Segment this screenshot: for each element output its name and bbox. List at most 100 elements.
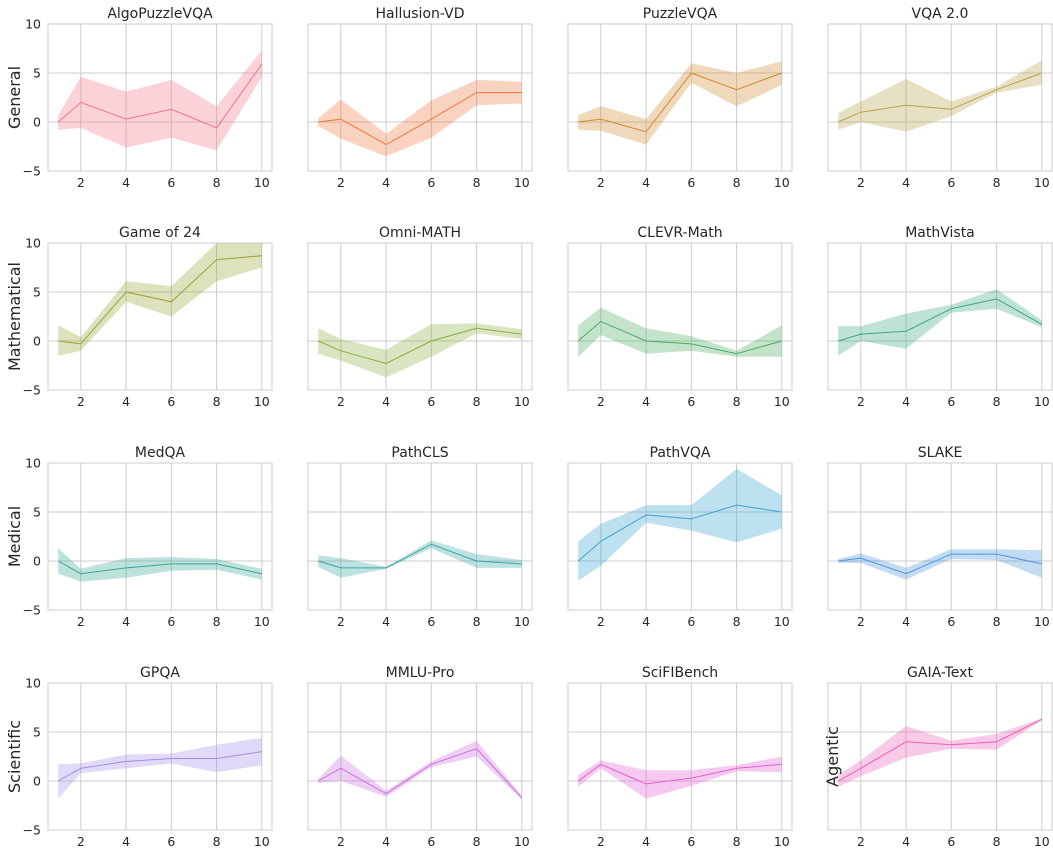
panel-gpqa: GPQA 2 4 6 8 10 −5 0 5 10 Scientific xyxy=(5,665,273,849)
axes-frame xyxy=(827,23,1053,172)
x-tick-label: 10 xyxy=(514,834,530,849)
panel-gaia-text: GAIA-Text 2 4 6 8 10 Agentic xyxy=(823,665,1053,849)
x-tick-label: 4 xyxy=(382,614,390,629)
panel-title: SLAKE xyxy=(918,445,963,461)
series-line xyxy=(838,298,1043,342)
x-tick-label: 4 xyxy=(642,175,650,190)
x-tick-label: 4 xyxy=(902,614,910,629)
series-line xyxy=(577,320,782,355)
axes-frame xyxy=(827,462,1053,611)
x-tick-label: 8 xyxy=(213,394,221,409)
y-tick-label: 10 xyxy=(25,676,41,691)
confidence-band xyxy=(838,60,1042,132)
confidence-band xyxy=(838,289,1042,356)
confidence-band xyxy=(578,468,782,581)
y-tick-label: 5 xyxy=(33,66,41,81)
x-tick-label: 4 xyxy=(642,834,650,849)
y-tick-label: 5 xyxy=(33,285,41,300)
y-tick-label: 0 xyxy=(33,334,41,349)
axes-frame xyxy=(47,23,273,172)
panel-vqa-2-0: VQA 2.0 2 4 6 8 10 xyxy=(827,6,1053,190)
x-tick-label: 6 xyxy=(687,175,695,190)
x-tick-label: 8 xyxy=(473,834,481,849)
series-line xyxy=(838,72,1042,123)
confidence-band xyxy=(318,323,522,378)
row-label: Agentic xyxy=(823,726,842,787)
panel-pathvqa: PathVQA 2 4 6 8 10 xyxy=(567,445,793,629)
y-tick-label: 0 xyxy=(33,774,41,789)
series-line xyxy=(58,255,262,345)
x-tick-label: 8 xyxy=(993,614,1001,629)
x-tick-label: 6 xyxy=(947,834,955,849)
x-tick-label: 6 xyxy=(427,614,435,629)
axes-frame xyxy=(567,682,793,831)
x-tick-label: 6 xyxy=(167,834,175,849)
x-tick-label: 4 xyxy=(122,394,130,409)
x-tick-label: 2 xyxy=(77,394,85,409)
series-line xyxy=(317,748,523,799)
plot-area xyxy=(58,243,262,356)
x-tick-label: 8 xyxy=(733,614,741,629)
x-tick-label: 10 xyxy=(1034,834,1050,849)
x-tick-label: 10 xyxy=(254,175,270,190)
panel-title: PathVQA xyxy=(650,445,711,461)
x-tick-label: 10 xyxy=(514,394,530,409)
series-line xyxy=(57,751,262,782)
x-tick-label: 6 xyxy=(687,834,695,849)
axes-frame xyxy=(307,462,533,611)
x-tick-label: 4 xyxy=(382,394,390,409)
x-tick-label: 10 xyxy=(254,834,270,849)
x-tick-label: 8 xyxy=(213,834,221,849)
y-tick-label: 10 xyxy=(25,17,41,32)
plot-area xyxy=(318,323,522,378)
plot-area xyxy=(57,548,262,582)
x-tick-label: 2 xyxy=(77,614,85,629)
panel-mathvista: MathVista 2 4 6 8 10 xyxy=(827,225,1053,409)
x-tick-label: 4 xyxy=(382,834,390,849)
x-tick-label: 8 xyxy=(733,834,741,849)
series-line xyxy=(318,327,522,365)
series-line xyxy=(318,92,522,146)
x-tick-label: 2 xyxy=(857,394,865,409)
x-tick-label: 8 xyxy=(473,394,481,409)
panel-title: Game of 24 xyxy=(119,225,201,241)
panel-puzzlevqa: PuzzleVQA 2 4 6 8 10 xyxy=(567,6,793,190)
row-label: General xyxy=(5,66,24,129)
confidence-band xyxy=(58,737,262,799)
x-tick-label: 6 xyxy=(167,394,175,409)
x-tick-label: 4 xyxy=(122,834,130,849)
x-tick-label: 10 xyxy=(514,614,530,629)
panel-title: MathVista xyxy=(905,225,975,241)
x-tick-label: 2 xyxy=(597,394,605,409)
x-tick-label: 2 xyxy=(77,175,85,190)
series-line xyxy=(57,560,262,575)
panel-medqa: MedQA 2 4 6 8 10 −5 0 5 10 Medical xyxy=(5,445,273,629)
x-tick-label: 2 xyxy=(77,834,85,849)
x-tick-label: 4 xyxy=(902,394,910,409)
series-line xyxy=(318,543,522,569)
axes-frame xyxy=(827,242,1053,391)
plot-area xyxy=(577,756,782,799)
confidence-band xyxy=(578,756,782,799)
x-tick-label: 2 xyxy=(337,834,345,849)
row-label: Scientific xyxy=(5,720,24,793)
plot-area xyxy=(318,79,522,157)
x-tick-label: 4 xyxy=(122,175,130,190)
panel-pathcls: PathCLS 2 4 6 8 10 xyxy=(307,445,533,629)
x-tick-label: 4 xyxy=(642,614,650,629)
panel-hallusion-vd: Hallusion-VD 2 4 6 8 10 xyxy=(307,6,533,190)
plot-area xyxy=(318,540,522,578)
x-tick-label: 10 xyxy=(1034,394,1050,409)
axes-frame xyxy=(47,462,273,611)
row-label: Mathematical xyxy=(5,262,24,371)
panel-slake: SLAKE 2 4 6 8 10 xyxy=(827,445,1053,629)
panel-title: CLEVR-Math xyxy=(637,225,722,241)
x-tick-label: 2 xyxy=(597,175,605,190)
x-tick-label: 8 xyxy=(993,394,1001,409)
panel-mmlu-pro: MMLU-Pro 2 4 6 8 10 xyxy=(307,665,533,849)
panel-title: MMLU-Pro xyxy=(386,665,455,681)
confidence-band xyxy=(578,61,782,145)
series-line xyxy=(837,718,1043,782)
confidence-band xyxy=(838,549,1042,580)
